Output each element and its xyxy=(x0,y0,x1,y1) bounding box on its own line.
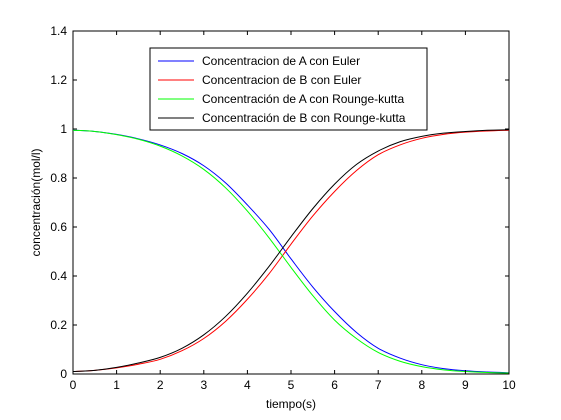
y-tick-label: 0.6 xyxy=(50,220,67,234)
legend-box xyxy=(149,47,428,131)
legend-label: Concentración de B con Rounge-kutta xyxy=(202,111,406,125)
x-tick-label: 1 xyxy=(113,378,120,392)
x-tick-label: 6 xyxy=(331,378,338,392)
legend: Concentracion de A con Euler Concentracio… xyxy=(149,47,428,131)
y-tick-label: 0.8 xyxy=(50,171,67,185)
x-tick-label: 2 xyxy=(157,378,164,392)
series-line-2 xyxy=(72,129,510,373)
x-axis: 0 1 2 3 4 5 6 7 8 9 10 xyxy=(70,31,516,392)
y-tick-label: 1 xyxy=(60,122,67,136)
series-line-4 xyxy=(72,129,510,373)
y-tick-label: 0.4 xyxy=(50,269,67,283)
legend-label: Concentración de A con Rounge-kutta xyxy=(202,92,404,106)
x-tick-label: 4 xyxy=(244,378,251,392)
y-tick-label: 1.2 xyxy=(50,73,67,87)
x-tick-label: 3 xyxy=(200,378,207,392)
x-tick-label: 0 xyxy=(70,378,77,392)
x-axis-title: tiempo(s) xyxy=(266,397,316,411)
series-line-1 xyxy=(72,129,510,374)
y-tick-label: 0.2 xyxy=(50,318,67,332)
legend-label: Concentracion de A con Euler xyxy=(202,54,360,68)
series-line-3 xyxy=(72,129,510,374)
legend-label: Concentracion de B con Euler xyxy=(202,73,361,87)
x-tick-label: 10 xyxy=(502,378,516,392)
x-tick-label: 7 xyxy=(375,378,382,392)
y-tick-label: 0 xyxy=(60,367,67,381)
x-tick-label: 8 xyxy=(418,378,425,392)
y-axis: 0 0.2 0.4 0.6 0.8 1 1.2 1.4 xyxy=(50,24,509,381)
y-axis-title: concentración(mol/l) xyxy=(29,148,43,256)
x-tick-label: 9 xyxy=(462,378,469,392)
series-lines xyxy=(72,129,510,374)
y-tick-label: 1.4 xyxy=(50,24,67,38)
x-tick-label: 5 xyxy=(288,378,295,392)
